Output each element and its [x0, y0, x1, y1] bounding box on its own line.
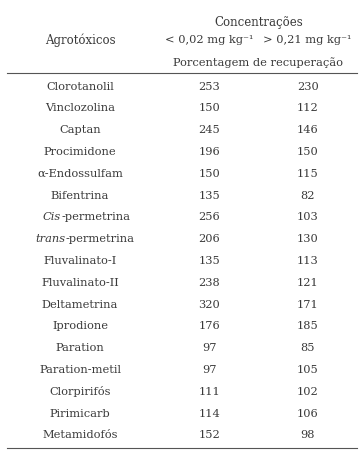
- Text: Cis: Cis: [43, 212, 61, 222]
- Text: 106: 106: [297, 409, 318, 419]
- Text: Paration: Paration: [56, 343, 104, 353]
- Text: 185: 185: [297, 321, 318, 331]
- Text: 114: 114: [198, 409, 220, 419]
- Text: 146: 146: [297, 125, 318, 135]
- Text: 103: 103: [297, 212, 318, 222]
- Text: 82: 82: [300, 191, 315, 201]
- Text: 135: 135: [198, 191, 220, 201]
- Text: Deltametrina: Deltametrina: [42, 299, 118, 309]
- Text: Pirimicarb: Pirimicarb: [50, 409, 110, 419]
- Text: 206: 206: [198, 234, 220, 244]
- Text: 253: 253: [198, 82, 220, 92]
- Text: 135: 135: [198, 256, 220, 266]
- Text: Clorpirifós: Clorpirifós: [50, 386, 111, 397]
- Text: Clorotanolil: Clorotanolil: [46, 82, 114, 92]
- Text: 98: 98: [300, 430, 315, 440]
- Text: Captan: Captan: [59, 125, 101, 135]
- Text: Procimidone: Procimidone: [44, 147, 116, 157]
- Text: 150: 150: [198, 103, 220, 113]
- Text: 150: 150: [297, 147, 318, 157]
- Text: -permetrina: -permetrina: [66, 234, 135, 244]
- Text: < 0,02 mg kg⁻¹: < 0,02 mg kg⁻¹: [165, 35, 254, 45]
- Text: 113: 113: [297, 256, 318, 266]
- Text: 97: 97: [202, 365, 217, 375]
- Text: Agrotóxicos: Agrotóxicos: [45, 33, 115, 47]
- Text: trans: trans: [36, 234, 66, 244]
- Text: α-Endossulfam: α-Endossulfam: [37, 169, 123, 179]
- Text: 111: 111: [198, 387, 220, 397]
- Text: Fluvalinato-I: Fluvalinato-I: [43, 256, 117, 266]
- Text: 171: 171: [297, 299, 318, 309]
- Text: 320: 320: [198, 299, 220, 309]
- Text: Porcentagem de recuperação: Porcentagem de recuperação: [173, 57, 344, 68]
- Text: 245: 245: [198, 125, 220, 135]
- Text: Concentrações: Concentrações: [214, 16, 303, 29]
- Text: 121: 121: [297, 278, 318, 288]
- Text: 152: 152: [198, 430, 220, 440]
- Text: 230: 230: [297, 82, 318, 92]
- Text: 150: 150: [198, 169, 220, 179]
- Text: 130: 130: [297, 234, 318, 244]
- Text: Bifentrina: Bifentrina: [51, 191, 109, 201]
- Text: 256: 256: [198, 212, 220, 222]
- Text: Vinclozolina: Vinclozolina: [45, 103, 115, 113]
- Text: 112: 112: [297, 103, 318, 113]
- Text: 85: 85: [300, 343, 315, 353]
- Text: 105: 105: [297, 365, 318, 375]
- Text: Paration-metil: Paration-metil: [39, 365, 121, 375]
- Text: 238: 238: [198, 278, 220, 288]
- Text: 102: 102: [297, 387, 318, 397]
- Text: -permetrina: -permetrina: [61, 212, 130, 222]
- Text: 176: 176: [198, 321, 220, 331]
- Text: Iprodione: Iprodione: [52, 321, 108, 331]
- Text: Fluvalinato-II: Fluvalinato-II: [41, 278, 119, 288]
- Text: 97: 97: [202, 343, 217, 353]
- Text: Metamidofós: Metamidofós: [42, 430, 118, 440]
- Text: > 0,21 mg kg⁻¹: > 0,21 mg kg⁻¹: [263, 35, 352, 45]
- Text: 196: 196: [198, 147, 220, 157]
- Text: 115: 115: [297, 169, 318, 179]
